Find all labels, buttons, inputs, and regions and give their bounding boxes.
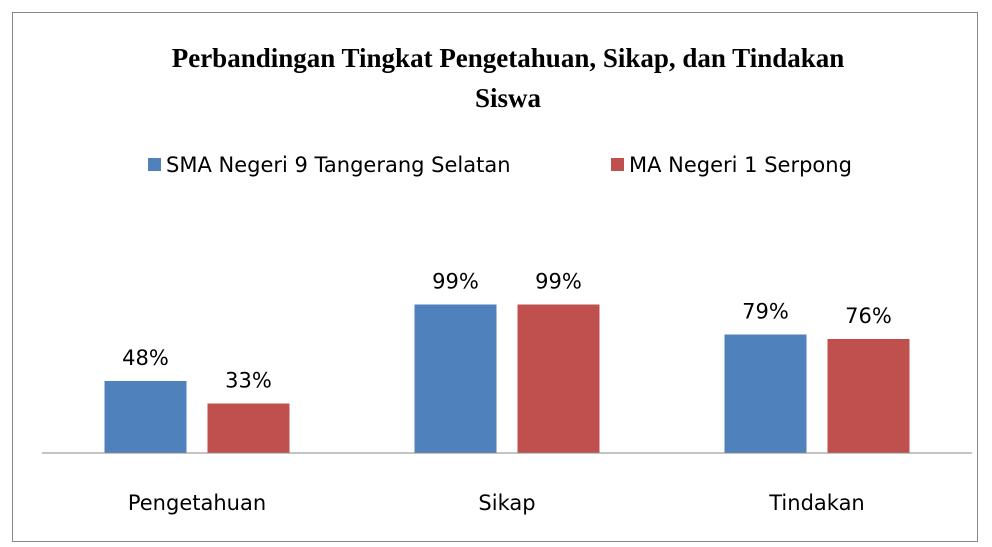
- chart-title: Perbandingan Tingkat Pengetahuan, Sikap,…: [171, 43, 858, 113]
- bar: [414, 304, 497, 453]
- x-tick-label: Pengetahuan: [128, 491, 266, 515]
- bar: [724, 334, 807, 453]
- bar: [827, 339, 910, 453]
- bar: [207, 403, 290, 453]
- bar: [104, 381, 187, 453]
- value-label: 33%: [225, 369, 272, 393]
- value-label: 79%: [742, 300, 789, 324]
- legend-label: SMA Negeri 9 Tangerang Selatan: [166, 153, 511, 177]
- legend-swatch: [611, 158, 624, 171]
- value-label: 76%: [845, 304, 892, 328]
- value-label: 48%: [122, 346, 169, 370]
- legend-label: MA Negeri 1 Serpong: [629, 153, 852, 177]
- chart-frame: [12, 12, 978, 542]
- value-label: 99%: [535, 270, 582, 294]
- legend-swatch: [148, 158, 161, 171]
- x-tick-label: Tindakan: [768, 491, 865, 515]
- value-label: 99%: [432, 270, 479, 294]
- bar: [517, 304, 600, 453]
- x-tick-label: Sikap: [478, 491, 535, 515]
